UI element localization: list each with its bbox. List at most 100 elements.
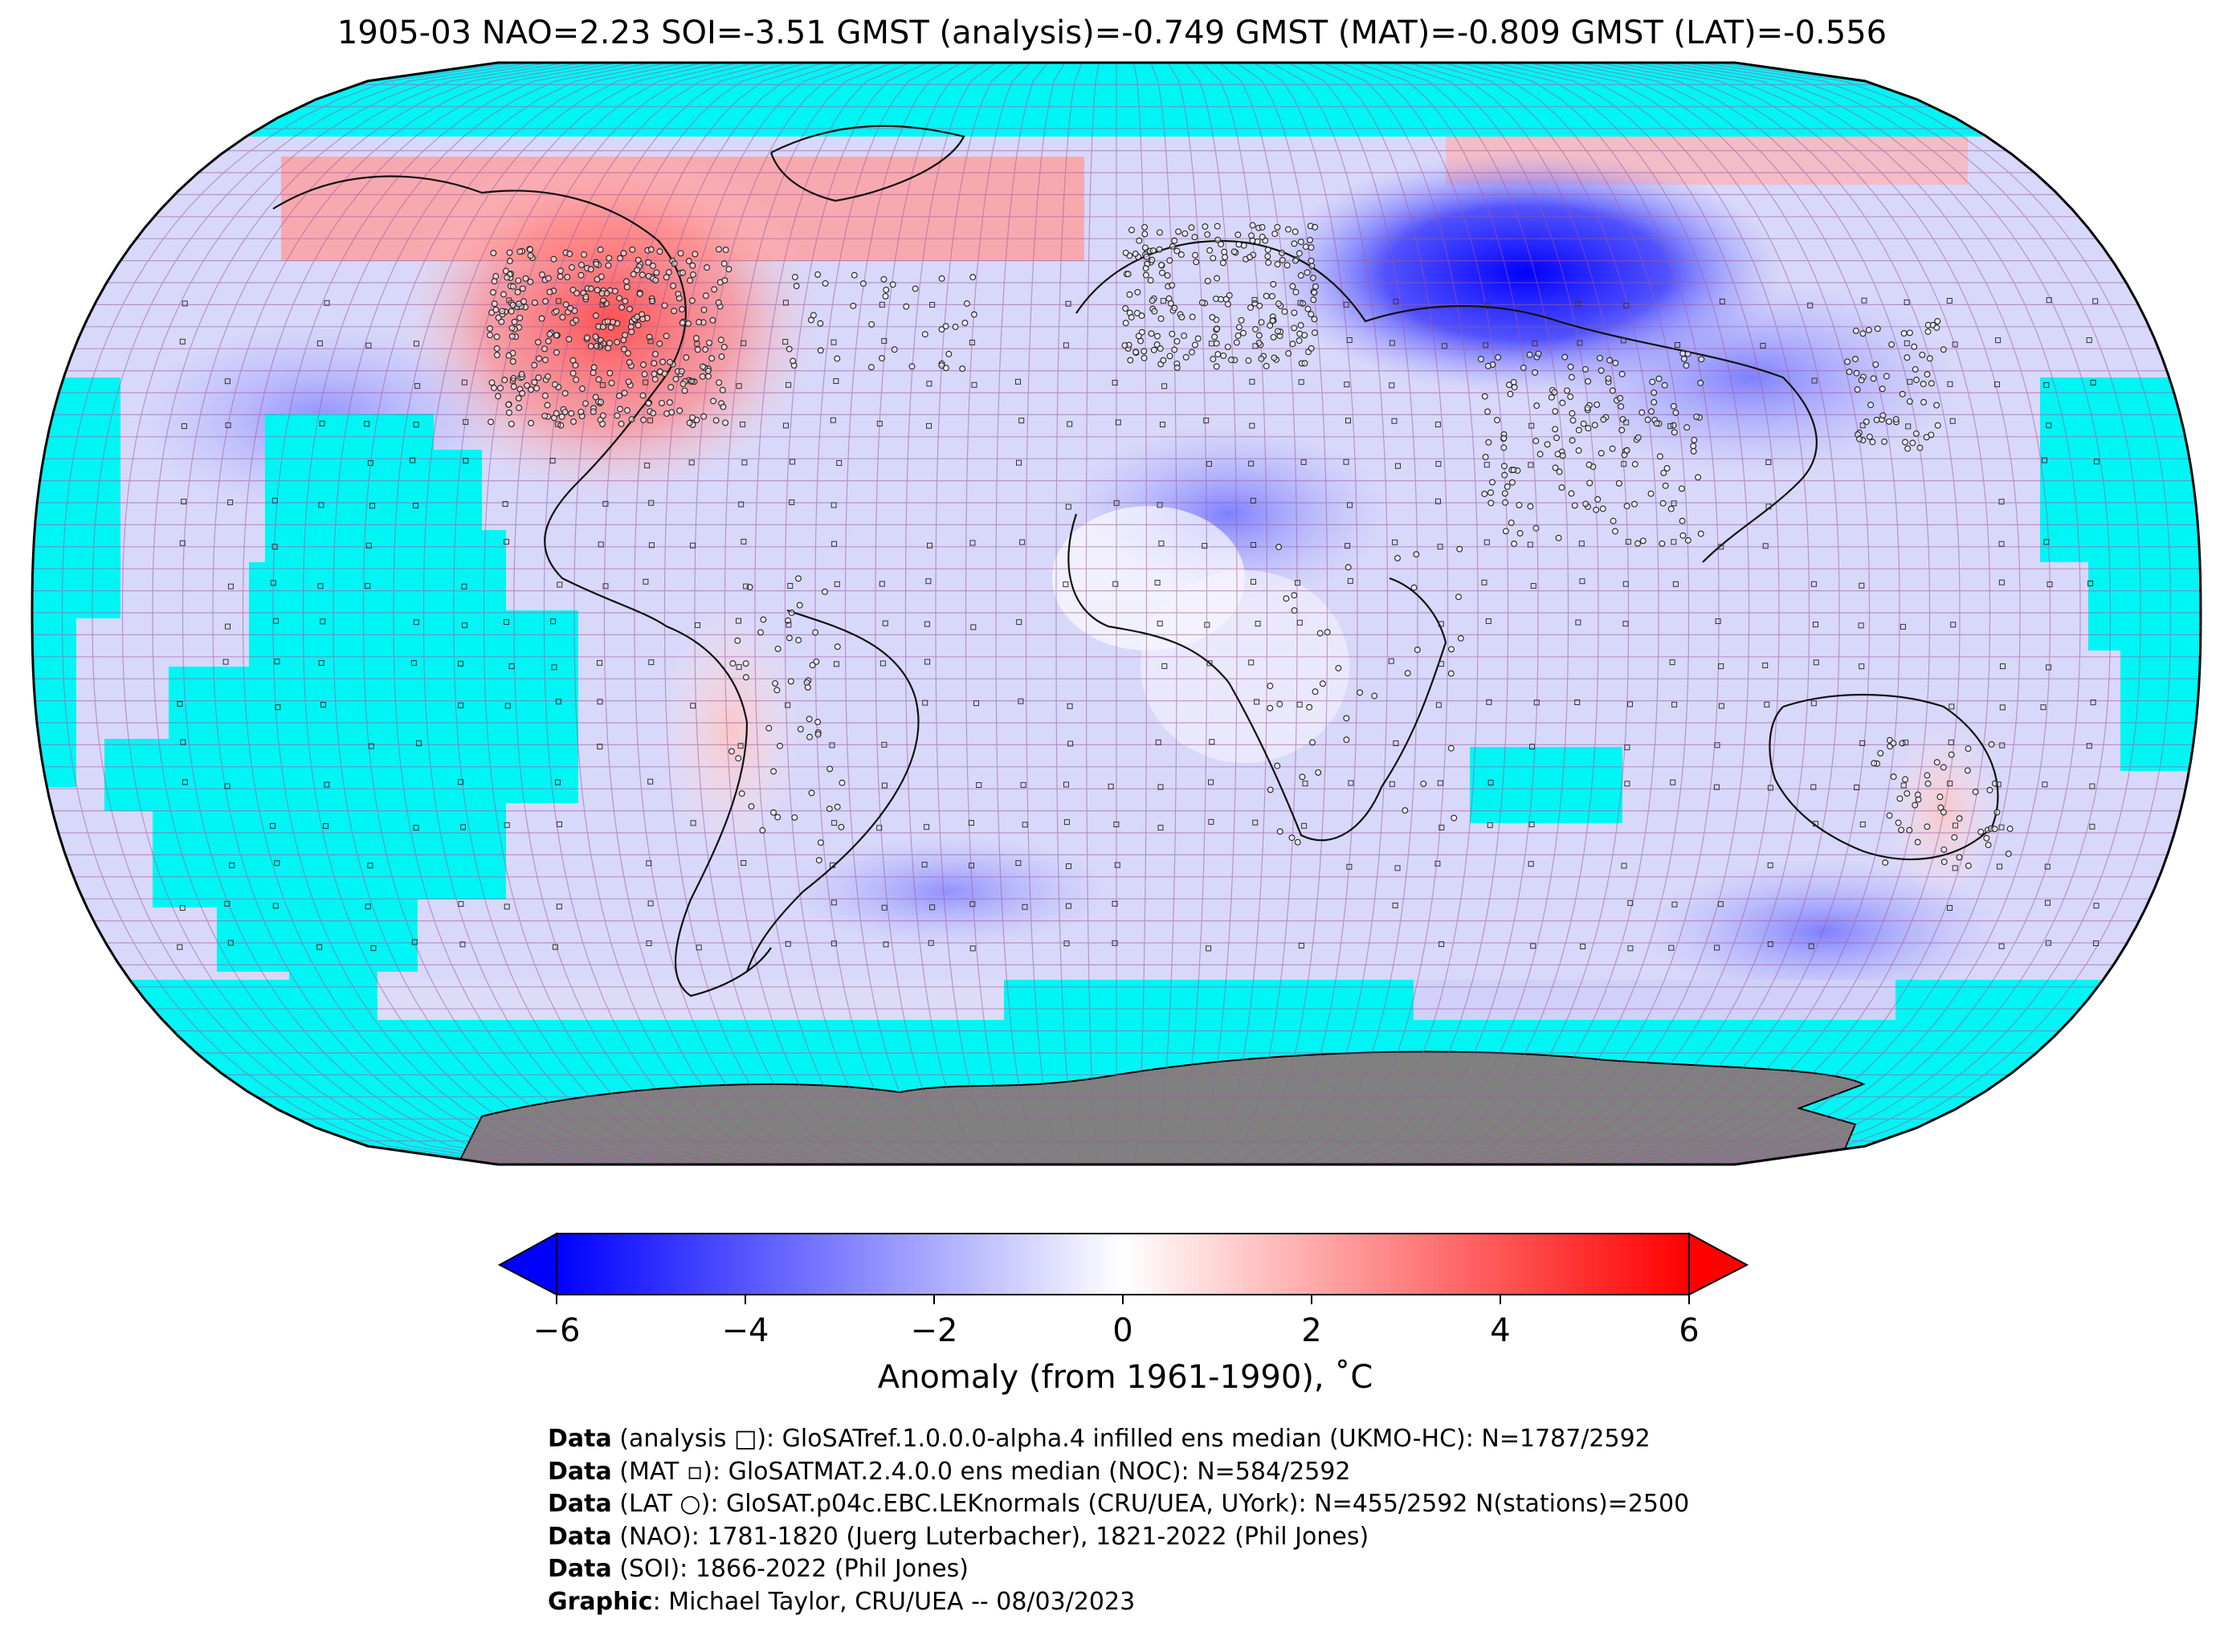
land-station-marker [622, 278, 630, 285]
land-station-marker [1548, 394, 1555, 401]
ocean-gridbox-marker [830, 862, 835, 868]
land-station-marker [1656, 453, 1663, 460]
land-station-marker [1166, 353, 1173, 360]
ocean-gridbox-marker [1063, 819, 1070, 826]
ocean-gridbox-marker [830, 940, 837, 947]
land-station-marker [618, 304, 626, 311]
land-station-marker [834, 803, 841, 810]
ocean-gridbox-marker [929, 302, 936, 308]
land-station-marker [531, 361, 538, 369]
ocean-gridbox-marker [924, 621, 930, 627]
land-station-marker [777, 742, 783, 749]
ocean-gridbox-marker [1161, 663, 1168, 669]
land-station-marker [1122, 249, 1129, 256]
land-station-marker [702, 292, 709, 300]
ocean-gridbox-marker [648, 659, 655, 666]
ocean-gridbox-marker [1575, 619, 1581, 626]
ocean-gridbox-marker [1995, 781, 2002, 788]
land-station-marker [1865, 326, 1872, 333]
land-station-marker [511, 318, 518, 325]
grid-meridian-line [1580, 63, 1931, 1165]
land-station-marker [566, 251, 573, 258]
land-station-marker [505, 401, 512, 408]
ocean-gridbox-marker [976, 782, 982, 788]
ocean-gridbox-marker [1859, 422, 1866, 429]
ocean-gridbox-marker [462, 622, 467, 629]
land-station-marker [1553, 434, 1560, 442]
ocean-gridbox-marker [1995, 337, 2002, 344]
land-station-marker [670, 282, 677, 289]
land-station-marker [1413, 551, 1420, 558]
ocean-gridbox-marker [646, 940, 652, 946]
land-station-marker [577, 408, 585, 415]
land-station-marker [1883, 373, 1890, 380]
grid-meridian-line [152, 63, 567, 1165]
ocean-gridbox-marker [1532, 340, 1538, 346]
ocean-gridbox-marker [921, 862, 928, 868]
land-station-marker [2005, 850, 2012, 858]
land-station-marker [1263, 362, 1270, 369]
land-station-marker [1933, 759, 1940, 766]
land-station-marker [813, 658, 820, 665]
ocean-gridbox-marker [1065, 903, 1071, 909]
grid-meridian-line [1597, 63, 1961, 1165]
land-station-marker [1900, 330, 1908, 337]
land-station-marker [839, 779, 846, 786]
land-station-marker [1569, 437, 1576, 444]
ocean-gridbox-marker [1206, 461, 1212, 467]
ocean-gridbox-marker [1715, 618, 1721, 624]
land-station-marker [1233, 339, 1240, 346]
ocean-gridbox-marker [182, 300, 188, 307]
land-station-marker [1255, 332, 1263, 339]
land-station-marker [1121, 342, 1128, 349]
ocean-gridbox-marker [365, 583, 371, 589]
colorbar-tick-label: 2 [1301, 1312, 1321, 1349]
ocean-gridbox-marker [458, 779, 463, 785]
ocean-gridbox-marker [834, 581, 840, 587]
land-station-marker [791, 274, 798, 280]
ocean-gridbox-marker [1765, 504, 1772, 510]
land-station-marker [629, 246, 636, 253]
land-station-marker [720, 344, 728, 351]
land-station-marker [1279, 249, 1285, 256]
land-station-marker [508, 420, 515, 427]
ocean-gridbox-marker [458, 901, 464, 908]
land-station-marker [590, 408, 597, 415]
land-station-marker [1191, 234, 1198, 241]
ocean-gridbox-marker [789, 500, 795, 505]
ocean-gridbox-marker [179, 338, 186, 345]
land-station-marker [1296, 250, 1303, 257]
land-station-marker [1165, 295, 1173, 302]
land-station-marker [1502, 499, 1509, 506]
ocean-gridbox-marker [1760, 343, 1766, 349]
land-station-marker [1659, 540, 1666, 547]
land-station-marker [891, 346, 898, 353]
land-station-marker [817, 320, 824, 327]
ocean-gridbox-marker [1345, 418, 1351, 424]
land-station-marker [1906, 329, 1913, 337]
land-station-marker [1169, 330, 1176, 337]
grid-meridian-line [121, 63, 550, 1165]
land-station-marker [1926, 355, 1933, 362]
grid-meridian-line [272, 63, 636, 1165]
land-station-marker [1297, 322, 1304, 329]
ocean-gridbox-marker [319, 420, 325, 426]
land-station-marker [1122, 305, 1129, 312]
ocean-gridbox-marker [1854, 785, 1860, 790]
land-station-marker [1133, 309, 1141, 316]
antarctica-land [448, 1050, 1866, 1165]
land-station-marker [545, 337, 552, 345]
land-station-marker [1559, 452, 1566, 459]
land-station-marker [497, 385, 504, 392]
grid-meridian-line [1494, 63, 1780, 1165]
land-station-marker [561, 409, 569, 415]
ocean-gridbox-marker [1713, 784, 1720, 790]
ocean-gridbox-marker [1810, 700, 1817, 707]
land-station-marker [1319, 680, 1326, 687]
land-station-marker [1919, 351, 1926, 358]
land-station-marker [506, 258, 513, 264]
land-station-marker [722, 247, 729, 254]
land-station-marker [1623, 503, 1630, 510]
land-station-marker [1511, 384, 1518, 391]
land-station-marker [675, 295, 683, 302]
